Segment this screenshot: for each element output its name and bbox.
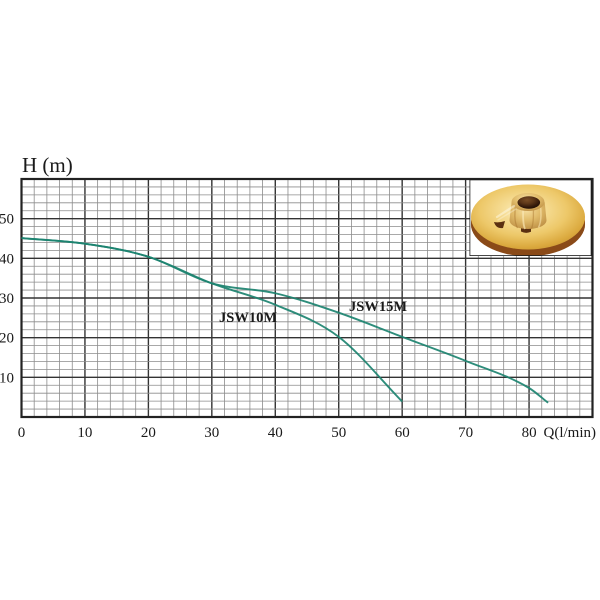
svg-text:H (m): H (m) xyxy=(22,153,73,177)
svg-text:10: 10 xyxy=(77,425,92,441)
svg-text:10: 10 xyxy=(0,370,14,386)
svg-text:70: 70 xyxy=(458,425,473,441)
svg-text:20: 20 xyxy=(0,331,14,347)
svg-text:JSW15M: JSW15M xyxy=(349,299,407,315)
svg-text:JSW10M: JSW10M xyxy=(219,310,277,326)
svg-text:40: 40 xyxy=(0,251,14,267)
svg-text:80: 80 xyxy=(522,425,537,441)
svg-text:40: 40 xyxy=(268,425,283,441)
svg-text:50: 50 xyxy=(331,425,346,441)
svg-text:60: 60 xyxy=(395,425,410,441)
svg-text:Q(l/min): Q(l/min) xyxy=(544,425,597,441)
svg-text:30: 30 xyxy=(204,425,219,441)
svg-text:50: 50 xyxy=(0,212,14,228)
svg-text:0: 0 xyxy=(18,425,26,441)
svg-text:30: 30 xyxy=(0,291,14,307)
svg-text:20: 20 xyxy=(141,425,156,441)
